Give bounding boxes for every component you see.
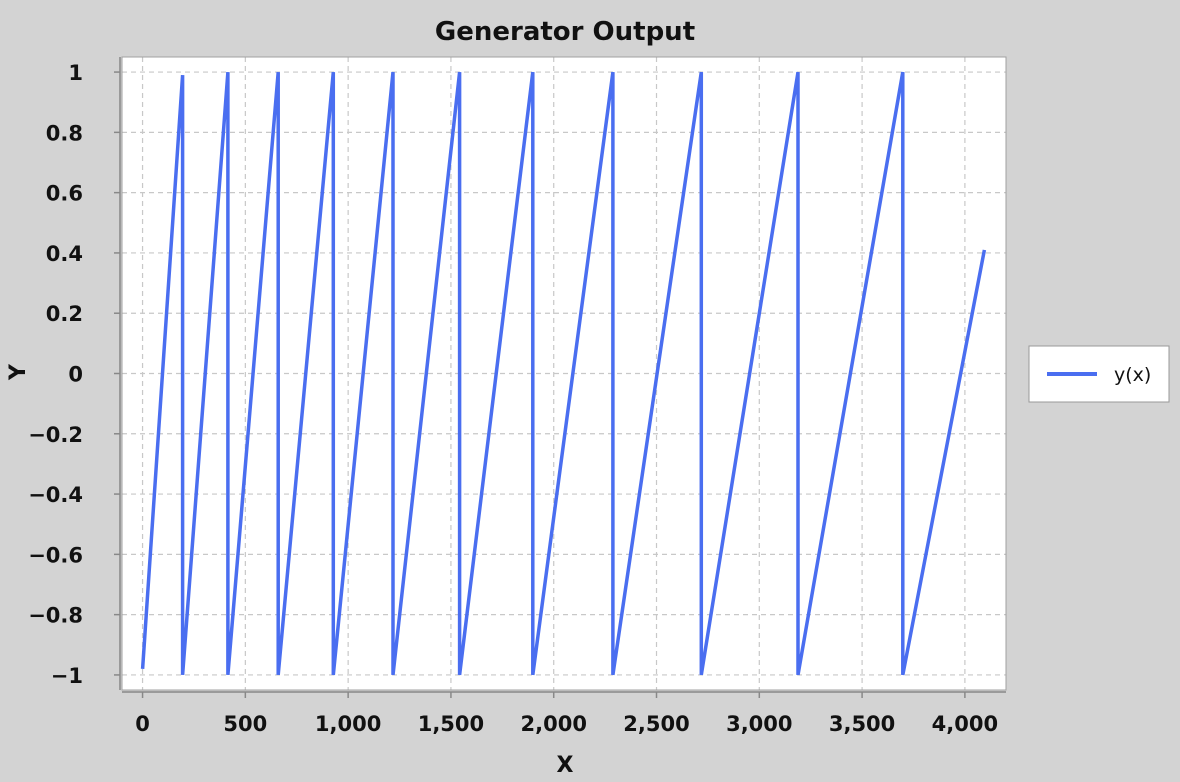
y-tick-label-8: −0.6 <box>28 543 83 567</box>
x-tick-label-0: 0 <box>135 712 150 736</box>
y-axis-label: Y <box>6 363 31 381</box>
x-tick-label-7: 3,500 <box>829 712 895 736</box>
legend: y(x) <box>1028 345 1170 403</box>
y-tick-label-10: −1 <box>51 664 83 688</box>
chart-title: Generator Output <box>435 17 695 47</box>
x-tick-labels: 0 500 1,000 1,500 2,000 2,500 3,000 3,500 4,000 <box>135 692 998 736</box>
x-tick-label-4: 2,000 <box>521 712 587 736</box>
x-tick-label-2: 1,000 <box>315 712 381 736</box>
grid-layer <box>122 57 1006 690</box>
y-tick-label-4: 0.2 <box>46 302 83 326</box>
series-layer <box>140 71 987 676</box>
y-tick-label-2: 0.6 <box>46 182 83 206</box>
y-tick-label-7: −0.4 <box>28 483 83 507</box>
series-line-0 <box>140 71 987 676</box>
y-tick-labels: 1 0.8 0.6 0.4 0.2 0 −0.2 −0.4 −0.6 −0.8 −1 <box>28 61 120 688</box>
x-tick-label-1: 500 <box>223 712 267 736</box>
y-tick-label-3: 0.4 <box>46 242 83 266</box>
legend-label: y(x) <box>1114 364 1151 386</box>
y-tick-label-1: 0.8 <box>46 121 83 145</box>
x-tick-label-5: 2,500 <box>623 712 689 736</box>
x-tick-label-6: 3,000 <box>726 712 792 736</box>
y-tick-label-5: 0 <box>68 363 83 387</box>
x-axis-label: X <box>557 753 574 778</box>
plot-border <box>121 56 1007 691</box>
y-tick-label-6: −0.2 <box>28 423 83 447</box>
x-tick-label-3: 1,500 <box>418 712 484 736</box>
x-tick-label-8: 4,000 <box>932 712 998 736</box>
y-tick-label-0: 1 <box>68 61 83 85</box>
y-tick-label-9: −0.8 <box>28 604 83 628</box>
